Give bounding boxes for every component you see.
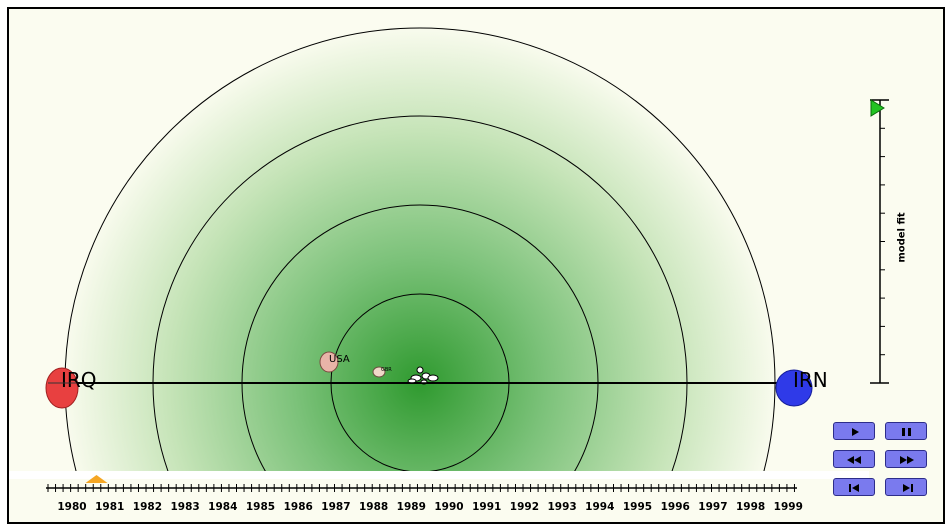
influence-gradient [63,26,777,471]
timeline-year-label: 1981 [95,501,124,513]
timeline-year-label: 1990 [434,501,463,513]
timeline-year-label: 1983 [170,501,199,513]
timeline-year-label: 1989 [397,501,426,513]
actor-irq-marker[interactable] [45,367,79,409]
timeline-year-label: 1980 [57,501,86,513]
model-fit-label: model fit [896,212,908,263]
play-icon [852,428,859,436]
timeline-year-label: 1998 [736,501,765,513]
timeline-year-label: 1988 [359,501,388,513]
timeline-year-label: 1995 [623,501,652,513]
rewind-icon [847,456,861,464]
timeline-year-label: 1984 [208,501,237,513]
rewind-button[interactable] [833,450,875,468]
timeline-year-label: 1997 [698,501,727,513]
skip-end-button[interactable] [885,478,927,496]
pause-icon [902,428,911,436]
timeline-year-label: 1993 [547,501,576,513]
skip-start-button[interactable] [833,478,875,496]
skip-start-icon [849,484,859,492]
actor-irq-label: IRQ [61,368,97,392]
timeline-year-label: 1987 [321,501,350,513]
timeline-year-label: 1985 [246,501,275,513]
model-fit-marker[interactable] [870,99,885,117]
actor-usa-marker[interactable] [319,351,339,373]
influence-field [63,26,777,471]
skip-end-icon [903,484,913,492]
timeline-slider-handle[interactable] [85,475,108,483]
play-button[interactable] [833,422,875,440]
actor-usa-label: USA [329,354,350,365]
model-fit-axis [870,99,889,384]
actor-gbr-label: GBR [381,367,392,373]
fast-forward-button[interactable] [885,450,927,468]
pause-button[interactable] [885,422,927,440]
timeline-year-label: 1991 [472,501,501,513]
actor-gbr-marker[interactable] [372,366,386,378]
timeline-year-label: 1986 [284,501,313,513]
timeline-year-label: 1992 [510,501,539,513]
actor-irn-label: IRN [793,368,828,392]
field-bottom-strip [9,471,869,479]
timeline-year-label: 1994 [585,501,614,513]
actor-cluster[interactable] [407,366,440,385]
fast-forward-icon [900,456,914,464]
actor-irn-marker[interactable] [775,369,813,407]
timeline-year-label: 1999 [774,501,803,513]
timeline-year-label: 1982 [133,501,162,513]
timeline-year-label: 1996 [661,501,690,513]
timeline[interactable]: 1980 1981 1982 1983 1984 1985 1986 1987 1988 1989… [46,484,803,513]
